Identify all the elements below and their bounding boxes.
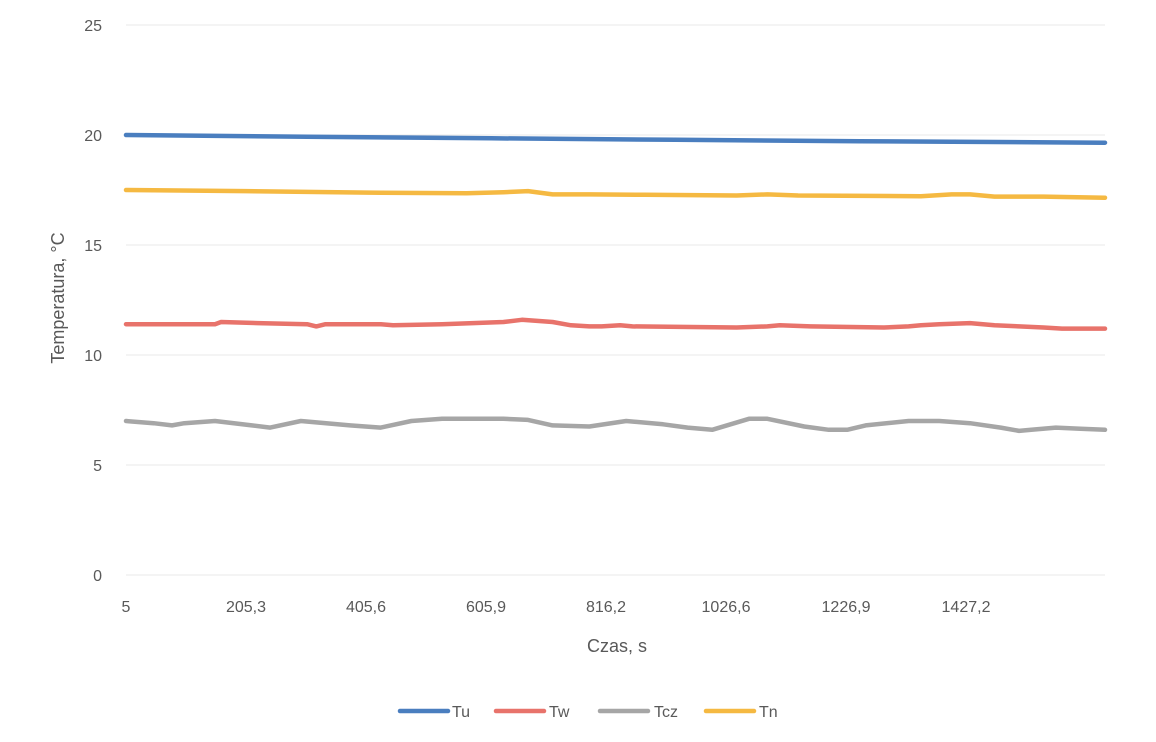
x-tick-label: 1427,2: [942, 599, 991, 616]
legend-label: Tcz: [654, 704, 678, 721]
y-tick-label: 25: [84, 18, 102, 35]
x-tick-label: 5: [122, 599, 131, 616]
y-axis-title: Temperatura, °C: [48, 232, 68, 363]
x-tick-label: 1226,9: [822, 599, 871, 616]
x-axis-ticks: 5 205,3 405,6 605,9 816,2 1026,6 1226,9 1427,2: [122, 599, 991, 616]
legend-label: Tn: [759, 704, 778, 721]
y-tick-label: 0: [93, 568, 102, 585]
legend: Tu Tw Tcz Tn: [397, 704, 778, 721]
legend-label: Tu: [452, 704, 470, 721]
series-line-tcz: [123, 416, 1108, 434]
y-axis-ticks: 0 5 10 15 20 25: [84, 18, 102, 585]
x-tick-label: 816,2: [586, 599, 626, 616]
y-tick-label: 15: [84, 238, 102, 255]
series-line-tw: [123, 317, 1108, 331]
x-tick-label: 605,9: [466, 599, 506, 616]
gridlines: [126, 24, 1105, 576]
y-tick-label: 5: [93, 458, 102, 475]
y-tick-label: 10: [84, 348, 102, 365]
series-line-tn: [123, 187, 1108, 200]
x-tick-label: 1026,6: [702, 599, 751, 616]
x-tick-label: 405,6: [346, 599, 386, 616]
x-axis-title: Czas, s: [587, 636, 647, 656]
y-tick-label: 20: [84, 128, 102, 145]
x-tick-label: 205,3: [226, 599, 266, 616]
series-lines: [123, 132, 1108, 434]
legend-label: Tw: [549, 704, 570, 721]
series-line-tu: [123, 132, 1108, 145]
